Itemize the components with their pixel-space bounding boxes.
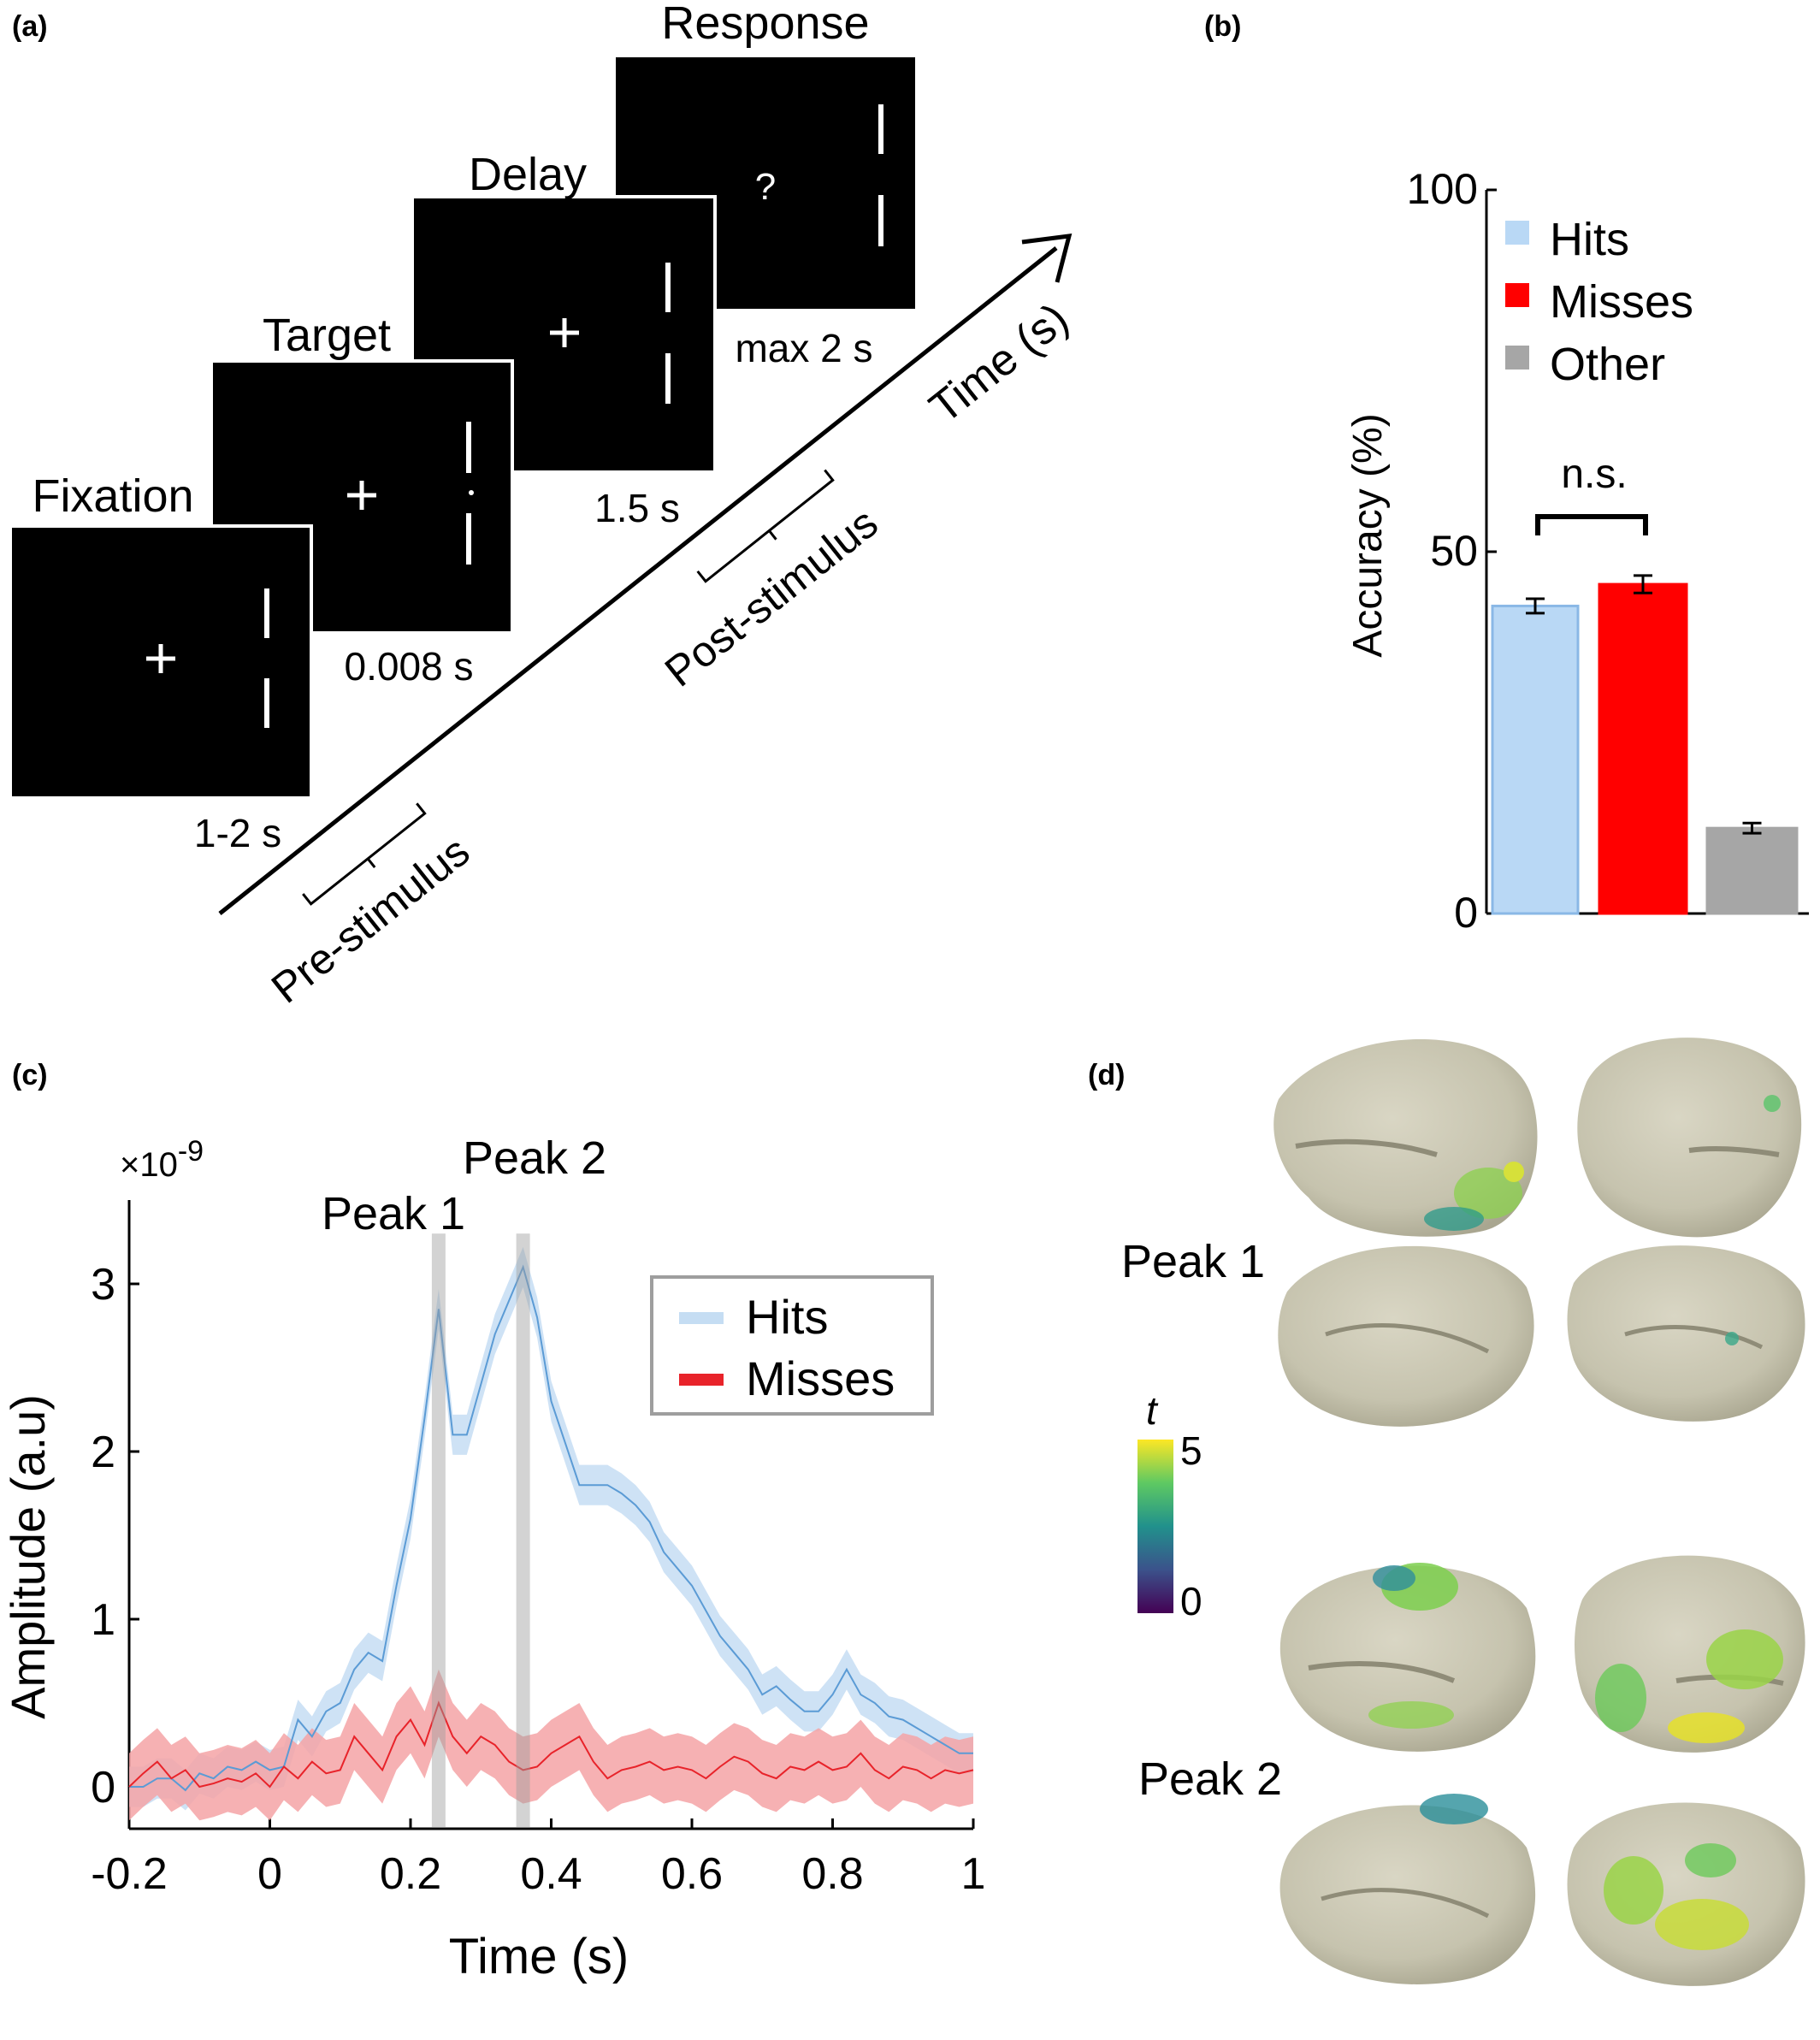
exponent-label: ×10-9 <box>120 1135 204 1184</box>
legend-label-misses: Misses <box>746 1351 895 1405</box>
brain-peak1-medial-right <box>1567 1245 1805 1422</box>
brain-peak2-medial-right <box>1567 1802 1805 1986</box>
line-chart: 0 1 2 3 -0.2 0 0.2 0.4 0.6 0.8 1 Hits Misses <box>91 1200 985 1899</box>
fixation-title: Fixation <box>32 470 193 522</box>
target-title: Target <box>263 310 391 361</box>
bar-misses <box>1598 582 1688 915</box>
legend-label-hits: Hits <box>1550 214 1629 265</box>
target-duration: 0.008 s <box>345 644 474 689</box>
legend-label-hits: Hits <box>746 1290 828 1344</box>
brain-peak-2-label: Peak 2 <box>1138 1753 1282 1805</box>
brain-peak2-medial-left <box>1279 1794 1536 1984</box>
colorbar <box>1138 1440 1173 1613</box>
peak-1-marker <box>431 1233 446 1827</box>
brain-peak2-lateral-left <box>1279 1563 1536 1752</box>
legend-swatch-misses <box>1505 283 1529 307</box>
fixation-screen <box>9 524 313 800</box>
response-screen: ? <box>612 54 919 312</box>
brain-peak1-lateral-left <box>1273 1038 1538 1237</box>
arrowhead-icon <box>1021 234 1072 283</box>
colorbar-max: 5 <box>1180 1428 1202 1473</box>
line-ytick-label: 2 <box>91 1428 115 1477</box>
time-axis-arrow <box>218 246 1058 915</box>
line-xtick-label: 1 <box>961 1849 986 1899</box>
line-xtick-label: 0.8 <box>801 1849 863 1899</box>
line-xtick-label: 0 <box>257 1849 282 1899</box>
series-line-misses <box>128 1700 974 1789</box>
bar-chart: 0 50 100 Hits Misses Other <box>1407 165 1809 937</box>
panel-d-label: (d) <box>1088 1059 1125 1091</box>
panel-b-label: (b) <box>1204 10 1241 43</box>
response-duration: max 2 s <box>735 326 872 370</box>
target-dot <box>469 490 474 495</box>
bar-ytick-label: 50 <box>1430 527 1478 575</box>
line-xtick-label: 0.6 <box>661 1849 723 1899</box>
pre-stimulus-bracket <box>302 802 427 906</box>
series-line-hits <box>129 1264 973 1792</box>
brain-peak1-medial-left <box>1278 1245 1534 1427</box>
line-xlabel: Time (s) <box>449 1929 629 1984</box>
bar-ylabel: Accuracy (%) <box>1345 413 1391 657</box>
band-misses <box>129 1669 973 1821</box>
response-question-mark: ? <box>755 166 776 208</box>
panel-d: (d) Peak 1 Peak 2 t 5 0 <box>1088 1038 1805 1986</box>
legend-swatch-hits <box>1505 221 1529 245</box>
time-axis-label: Time (s) <box>920 294 1078 434</box>
panel-c-label: (c) <box>12 1059 48 1091</box>
panel-a: (a) Time (s) ? Response max 2 s Delay 1.… <box>9 0 1078 1013</box>
bar-other <box>1705 826 1799 915</box>
brain-peak2-lateral-right <box>1575 1555 1805 1753</box>
line-ytick-label: 3 <box>91 1260 115 1310</box>
legend-label-misses: Misses <box>1550 276 1693 328</box>
line-ylabel: Amplitude (a.u) <box>1 1394 55 1719</box>
panel-a-label: (a) <box>12 10 48 43</box>
peak-1-label: Peak 1 <box>322 1188 465 1239</box>
line-xtick-label: 0.2 <box>380 1849 441 1899</box>
significance-bracket <box>1535 514 1648 535</box>
fixation-duration: 1-2 s <box>194 811 281 855</box>
legend-swatch-other <box>1505 346 1529 370</box>
brain-peak1-lateral-right <box>1577 1038 1802 1238</box>
colorbar-min: 0 <box>1180 1579 1202 1623</box>
bar-ytick-label: 100 <box>1407 165 1478 213</box>
peak-2-marker <box>516 1233 530 1827</box>
panel-c: (c) 0 1 2 3 -0.2 0 0.2 0.4 0.6 0.8 1 Hits Misses ×10… <box>1 1059 985 1984</box>
line-ytick-label: 1 <box>91 1595 115 1645</box>
legend-label-other: Other <box>1550 339 1665 390</box>
brain-peak-1-label: Peak 1 <box>1121 1236 1265 1287</box>
peak-2-label: Peak 2 <box>463 1132 606 1184</box>
delay-duration: 1.5 s <box>594 486 680 530</box>
line-xtick-label: 0.4 <box>520 1849 582 1899</box>
line-legend <box>650 1275 934 1416</box>
line-ytick-label: 0 <box>91 1763 115 1812</box>
post-stimulus-bracket <box>696 469 835 583</box>
bar-ytick-label: 0 <box>1454 889 1478 937</box>
colorbar-label: t <box>1146 1388 1159 1433</box>
panel-b: (b) 0 50 100 Hits Misses Other Accuracy (%) n… <box>1204 10 1809 937</box>
response-title: Response <box>661 0 869 49</box>
delay-title: Delay <box>469 149 587 200</box>
line-xtick-label: -0.2 <box>91 1849 168 1899</box>
bar-hits <box>1491 604 1580 915</box>
significance-label: n.s. <box>1561 452 1627 497</box>
